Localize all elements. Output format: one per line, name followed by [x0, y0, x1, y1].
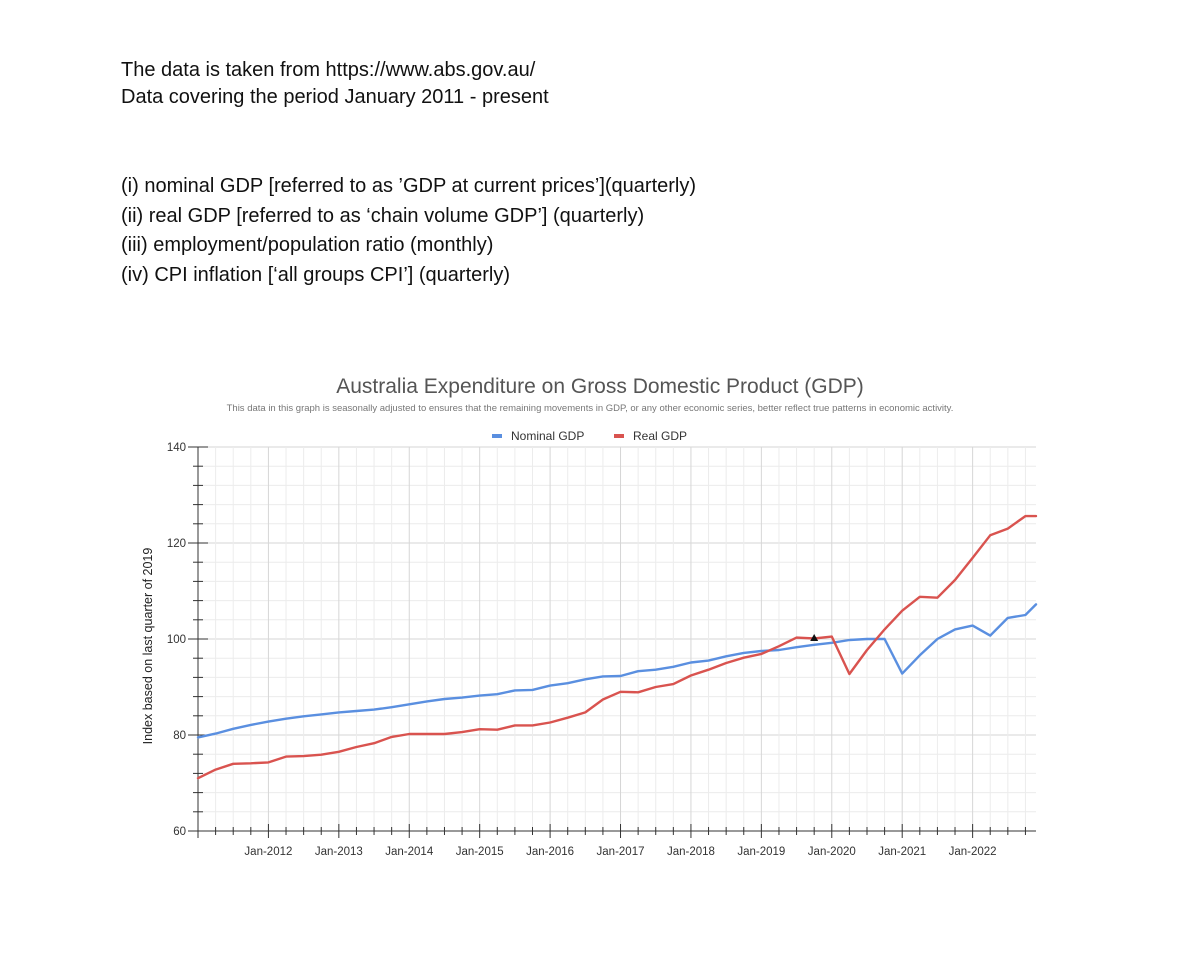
y-tick-label: 120: [167, 538, 186, 550]
series-item-employment-ratio: (iii) employment/population ratio (month…: [121, 234, 494, 256]
series-line-nominal-gdp: [196, 603, 1038, 739]
x-tick-label: Jan-2022: [949, 846, 997, 858]
x-tick-label: Jan-2020: [808, 846, 856, 858]
legend-label: Nominal GDP: [511, 429, 584, 443]
x-tick-label: Jan-2016: [526, 846, 574, 858]
series-list: (i) nominal GDP [referred to as ’GDP at …: [121, 172, 696, 290]
chart-subtitle: This data in this graph is seasonally ad…: [227, 403, 954, 414]
y-tick-label: 60: [173, 826, 186, 838]
legend: Nominal GDP Real GDP: [492, 429, 687, 443]
annotation-marker: [810, 634, 819, 641]
legend-swatch: [614, 434, 624, 438]
series-item-cpi: (iv) CPI inflation [‘all groups CPI’] (q…: [121, 263, 511, 286]
series-item-nominal-gdp: (i) nominal GDP [referred to as ’GDP at …: [121, 175, 697, 197]
grid: [197, 446, 1036, 832]
chart-title: Australia Expenditure on Gross Domestic …: [336, 375, 864, 398]
x-tick-label: Jan-2018: [667, 846, 715, 858]
period-line: Data covering the period January 2011 - …: [121, 86, 549, 108]
series-line-real-gdp: [196, 514, 1038, 780]
y-tick-label: 140: [167, 442, 186, 454]
y-tick-label: 80: [173, 730, 186, 742]
x-tick-label: Jan-2013: [315, 846, 363, 858]
x-tick-label: Jan-2015: [456, 846, 504, 858]
x-tick-label: Jan-2021: [878, 846, 926, 858]
source-line: The data is taken from https://www.abs.g…: [121, 59, 536, 81]
x-tick-label: Jan-2019: [737, 846, 785, 858]
x-tick-label: Jan-2014: [385, 846, 434, 858]
y-axis-label: Index based on last quarter of 2019: [141, 548, 155, 745]
axes: 60 80 100 120 140 Jan-2012 Jan-2013 Jan-2014 Jan…: [167, 442, 1036, 858]
legend-label: Real GDP: [633, 429, 687, 443]
y-tick-label: 100: [167, 634, 186, 646]
x-tick-label: Jan-2017: [597, 846, 645, 858]
gdp-line-chart: Australia Expenditure on Gross Domestic …: [141, 375, 1038, 858]
x-tick-label: Jan-2012: [244, 846, 292, 858]
intro: The data is taken from https://www.abs.g…: [121, 57, 549, 111]
series-item-real-gdp: (ii) real GDP [referred to as ‘chain vol…: [121, 204, 645, 227]
legend-swatch: [492, 434, 502, 438]
series-lines: [196, 514, 1038, 780]
